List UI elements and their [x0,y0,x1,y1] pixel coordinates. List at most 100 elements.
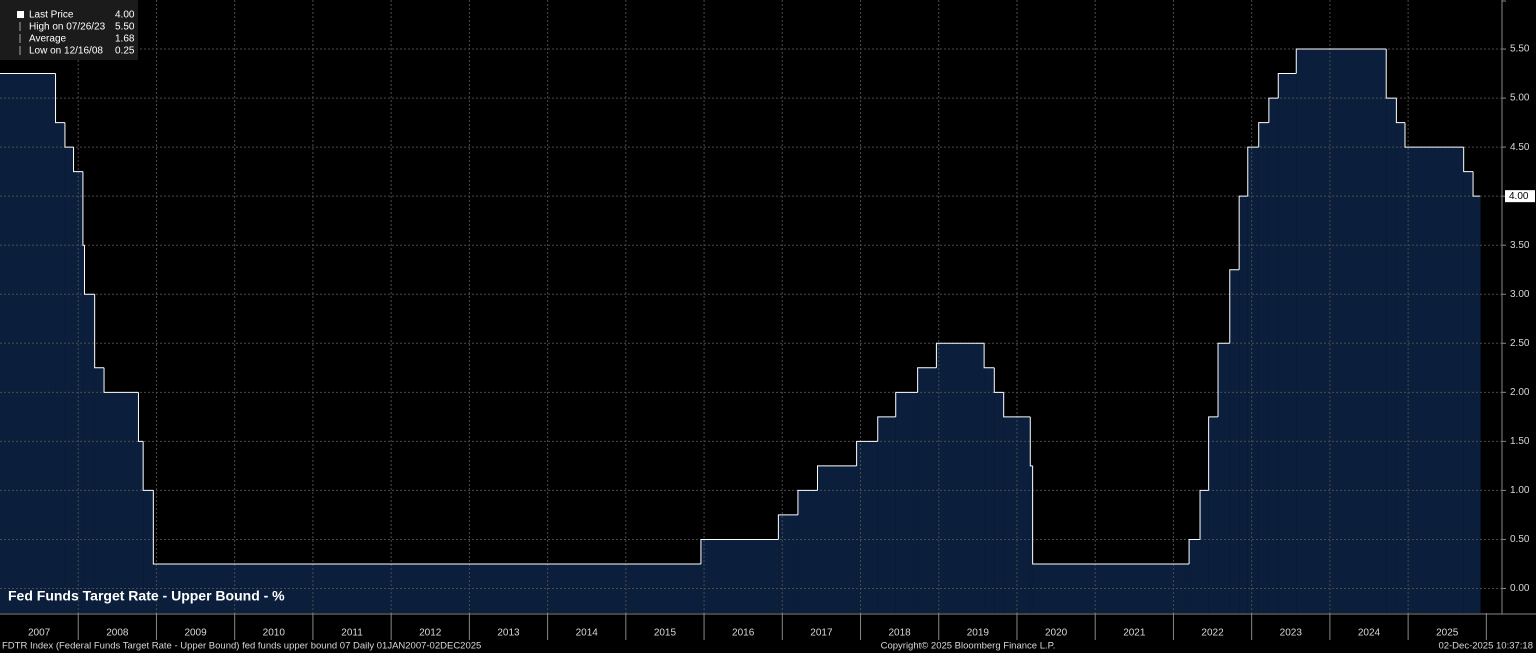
area-segment [877,416,896,613]
y-tick-label: 4.50 [1510,142,1530,153]
step-line [935,342,985,368]
x-tick-label: 2024 [1358,628,1381,639]
step-line [816,465,857,491]
x-tick-label: 2013 [497,628,520,639]
area-segment [1247,147,1259,613]
x-tick-label: 2021 [1123,628,1146,639]
legend: Last Price 4.00 High on 07/26/23 5.50 Averag… [17,10,135,57]
step-line [55,73,65,124]
x-tick-label: 2007 [28,628,51,639]
area-segment [1189,539,1201,613]
area-segment [1296,49,1387,614]
area-segment [55,122,65,613]
area-segment [1218,343,1230,613]
x-tick-label: 2014 [576,628,599,639]
area-segment [936,343,985,613]
step-line [94,294,105,369]
step-line [1258,122,1269,148]
step-line [917,367,937,393]
step-line [64,122,74,148]
legend-value: 5.50 [115,22,135,33]
area-segment [1229,269,1240,613]
y-tick-label: 5.50 [1510,44,1530,55]
area-segment [1396,122,1405,613]
area-segment [104,392,139,613]
step-line [993,367,1004,393]
footer-right: 02-Dec-2025 10:37:18 [1438,641,1533,652]
legend-box [0,0,138,60]
step-line [1404,122,1464,148]
area-segment [1404,147,1464,613]
last-price-label: 4.00 [1509,191,1529,202]
y-tick-label: 3.00 [1510,289,1530,300]
area-segment [1386,98,1397,613]
x-tick-label: 2010 [263,628,286,639]
step-line [1229,269,1240,344]
area-segment [1208,416,1219,613]
legend-label: High on 07/26/23 [29,22,106,33]
step-line [877,416,896,442]
step-line [1003,392,1031,418]
step-line [137,392,144,442]
footer-left: FDTR Index (Federal Funds Target Rate - … [2,641,481,652]
step-line [1472,171,1481,197]
step-line [1395,98,1405,124]
area-segment [1473,196,1481,613]
legend-swatch [17,11,24,18]
area-segment [1030,465,1033,613]
x-tick-label: 2009 [184,628,207,639]
y-tick-label: 5.00 [1510,93,1530,104]
x-tick-label: 2012 [419,628,442,639]
y-tick-label: 2.00 [1510,387,1530,398]
legend-label: Average [29,34,67,45]
area-segment [797,490,818,613]
x-tick-label: 2020 [1045,628,1068,639]
step-line [983,343,995,369]
y-tick-label: 0.50 [1510,534,1530,545]
area-segment [94,367,105,613]
step-line [856,440,878,466]
step-line [82,171,85,246]
step-line [1463,147,1474,173]
area-segment [1200,490,1209,613]
x-tick-label: 2023 [1280,628,1303,639]
area-segment [895,392,918,613]
step-line [1238,195,1248,270]
area-segment [1003,416,1031,613]
step-line [895,391,918,417]
legend-label: Last Price [29,10,74,21]
x-tick-label: 2011 [341,628,363,639]
step-line [142,441,154,491]
legend-label: Low on 12/16/08 [29,46,103,57]
chart-title: Fed Funds Target Rate - Upper Bound - % [8,588,285,604]
area-segment [994,392,1004,613]
x-tick-label: 2008 [106,628,129,639]
area-segment [1258,122,1269,613]
area-segment [138,441,144,613]
step-line [797,489,818,515]
x-tick-label: 2025 [1436,628,1459,639]
area-segment [778,514,798,613]
step-line [83,245,95,295]
x-tick-label: 2019 [967,628,990,639]
y-tick-label: 1.00 [1510,485,1530,496]
area-segment [1268,98,1279,613]
x-tick-label: 2016 [732,628,755,639]
legend-value: 0.25 [115,46,135,57]
area-segment [856,441,878,613]
footer-center: Copyright© 2025 Bloomberg Finance L.P. [881,641,1056,652]
step-line [1247,146,1259,197]
area-segment [82,245,85,613]
step-line [1277,73,1297,99]
y-tick-label: 1.50 [1510,436,1530,447]
x-tick-label: 2018 [889,628,912,639]
y-tick-label: 0.00 [1510,583,1530,594]
y-tick-label: 2.50 [1510,338,1530,349]
x-tick-label: 2022 [1201,628,1224,639]
area-segment [143,490,154,613]
y-tick-label: 3.50 [1510,240,1530,251]
area-segment [1278,73,1297,613]
step-line [1188,538,1201,564]
step-line [1217,342,1230,417]
